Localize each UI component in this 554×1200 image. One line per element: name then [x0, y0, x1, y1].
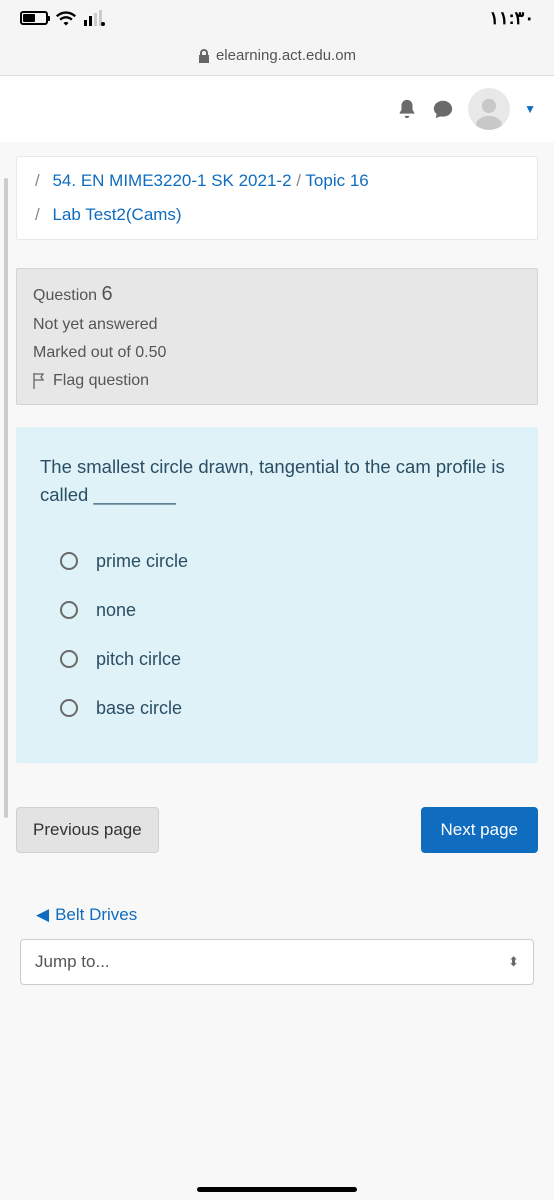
battery-icon — [20, 11, 48, 25]
jump-label: Jump to... — [35, 952, 110, 972]
lock-icon — [198, 49, 210, 63]
question-status: Not yet answered — [33, 316, 521, 334]
option-0[interactable]: prime circle — [40, 537, 514, 586]
status-time: ١١:٣٠ — [489, 8, 534, 29]
next-page-button[interactable]: Next page — [421, 807, 539, 853]
breadcrumb-topic[interactable]: Topic 16 — [305, 171, 368, 190]
nav-buttons: Previous page Next page — [16, 807, 538, 853]
flag-question[interactable]: Flag question — [33, 372, 521, 390]
breadcrumb: / 54. EN MIME3220-1 SK 2021-2 / Topic 16… — [16, 156, 538, 240]
option-3[interactable]: base circle — [40, 684, 514, 733]
triangle-left-icon: ◀ — [36, 905, 49, 925]
breadcrumb-activity[interactable]: Lab Test2(Cams) — [52, 205, 181, 224]
option-label: none — [96, 600, 136, 621]
question-label-row: Question 6 — [33, 283, 521, 306]
radio-icon[interactable] — [60, 650, 78, 668]
flag-icon — [33, 373, 47, 389]
question-meta: Question 6 Not yet answered Marked out o… — [16, 268, 538, 405]
question-text: The smallest circle drawn, tangential to… — [40, 453, 514, 509]
url-text: elearning.act.edu.om — [216, 47, 356, 64]
radio-icon[interactable] — [60, 699, 78, 717]
user-menu-caret-icon[interactable]: ▼ — [524, 102, 536, 116]
question-body: The smallest circle drawn, tangential to… — [16, 427, 538, 763]
url-bar[interactable]: elearning.act.edu.om — [0, 36, 554, 76]
updown-icon: ⬍ — [508, 954, 519, 970]
status-left-icons — [20, 10, 106, 26]
status-bar: ١١:٣٠ — [0, 0, 554, 36]
radio-icon[interactable] — [60, 552, 78, 570]
jump-to-select[interactable]: Jump to... ⬍ — [20, 939, 534, 985]
breadcrumb-course[interactable]: 54. EN MIME3220-1 SK 2021-2 — [52, 171, 291, 190]
option-label: base circle — [96, 698, 182, 719]
signal-icon — [84, 10, 106, 26]
back-link[interactable]: ◀ Belt Drives — [20, 901, 153, 929]
option-label: pitch cirlce — [96, 649, 181, 670]
avatar[interactable] — [468, 88, 510, 130]
previous-page-button[interactable]: Previous page — [16, 807, 159, 853]
page-header: ▼ — [0, 76, 554, 142]
option-1[interactable]: none — [40, 586, 514, 635]
chat-icon[interactable] — [432, 98, 454, 120]
radio-icon[interactable] — [60, 601, 78, 619]
wifi-icon — [56, 10, 76, 26]
bell-icon[interactable] — [396, 98, 418, 120]
bottom-nav: ◀ Belt Drives — [20, 901, 534, 929]
question-marks: Marked out of 0.50 — [33, 344, 521, 362]
option-label: prime circle — [96, 551, 188, 572]
home-indicator[interactable] — [197, 1187, 357, 1192]
scrollbar[interactable] — [4, 178, 8, 818]
question-number: 6 — [102, 283, 113, 305]
option-2[interactable]: pitch cirlce — [40, 635, 514, 684]
